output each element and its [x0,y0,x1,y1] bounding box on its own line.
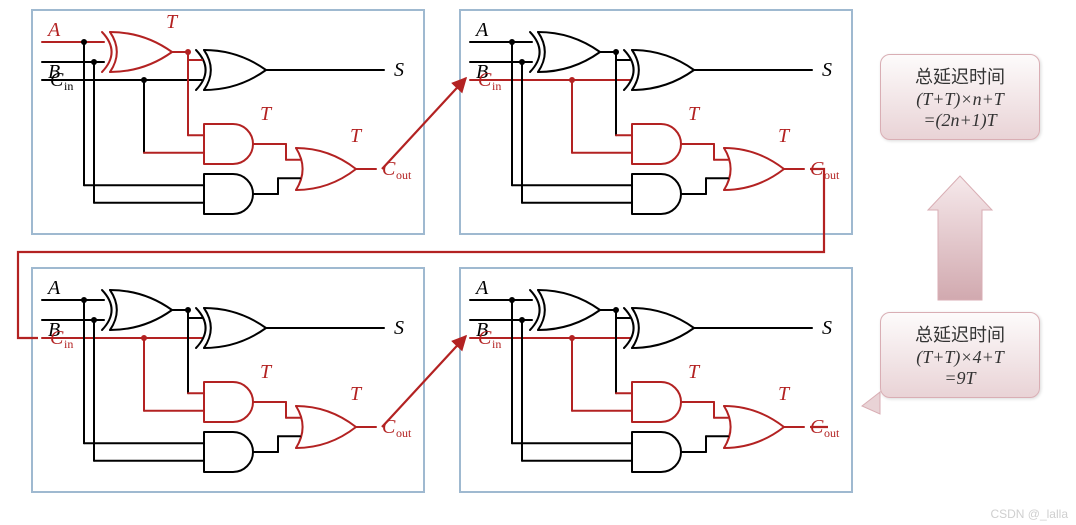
svg-text:T: T [166,11,179,33]
svg-text:out: out [396,426,412,440]
watermark-text: CSDN @_lalla [990,507,1068,521]
svg-text:C: C [50,69,64,91]
svg-text:T: T [778,383,791,405]
up-arrow-icon [928,176,992,300]
svg-text:A: A [474,19,489,41]
svg-text:T: T [350,125,363,147]
svg-text:out: out [396,168,412,182]
callout-bottom: 总延迟时间 (T+T)×4+T =9T [880,312,1040,398]
svg-text:in: in [492,337,501,351]
callout-top: 总延迟时间 (T+T)×n+T =(2n+1)T [880,54,1040,140]
svg-text:T: T [260,103,273,125]
svg-text:in: in [492,79,501,93]
svg-text:A: A [474,277,489,299]
svg-text:A: A [46,19,61,41]
svg-text:C: C [50,327,64,349]
callout-bottom-expr2: =9T [891,368,1029,389]
svg-text:S: S [394,317,404,339]
callout-top-expr2: =(2n+1)T [891,110,1029,131]
adder-cell-br: ABCinSCoutTT [460,268,852,492]
svg-text:S: S [822,317,832,339]
adder-cell-tl: ABCinSCoutTTT [32,10,424,234]
svg-text:in: in [64,79,73,93]
svg-text:S: S [394,59,404,81]
callout-bottom-expr1: (T+T)×4+T [891,347,1029,368]
svg-text:T: T [688,103,701,125]
svg-text:A: A [46,277,61,299]
svg-text:out: out [824,168,840,182]
svg-text:C: C [478,69,492,91]
svg-text:S: S [822,59,832,81]
svg-text:T: T [688,361,701,383]
adder-cell-tr: ABCinSCoutTT [460,10,852,234]
callout-top-title: 总延迟时间 [891,63,1029,89]
svg-text:T: T [778,125,791,147]
callout-bottom-title: 总延迟时间 [891,321,1029,347]
adder-cell-bl: ABCinSCoutTT [32,268,424,492]
svg-text:T: T [260,361,273,383]
callout-top-expr1: (T+T)×n+T [891,89,1029,110]
svg-text:T: T [350,383,363,405]
svg-text:C: C [478,327,492,349]
svg-text:in: in [64,337,73,351]
